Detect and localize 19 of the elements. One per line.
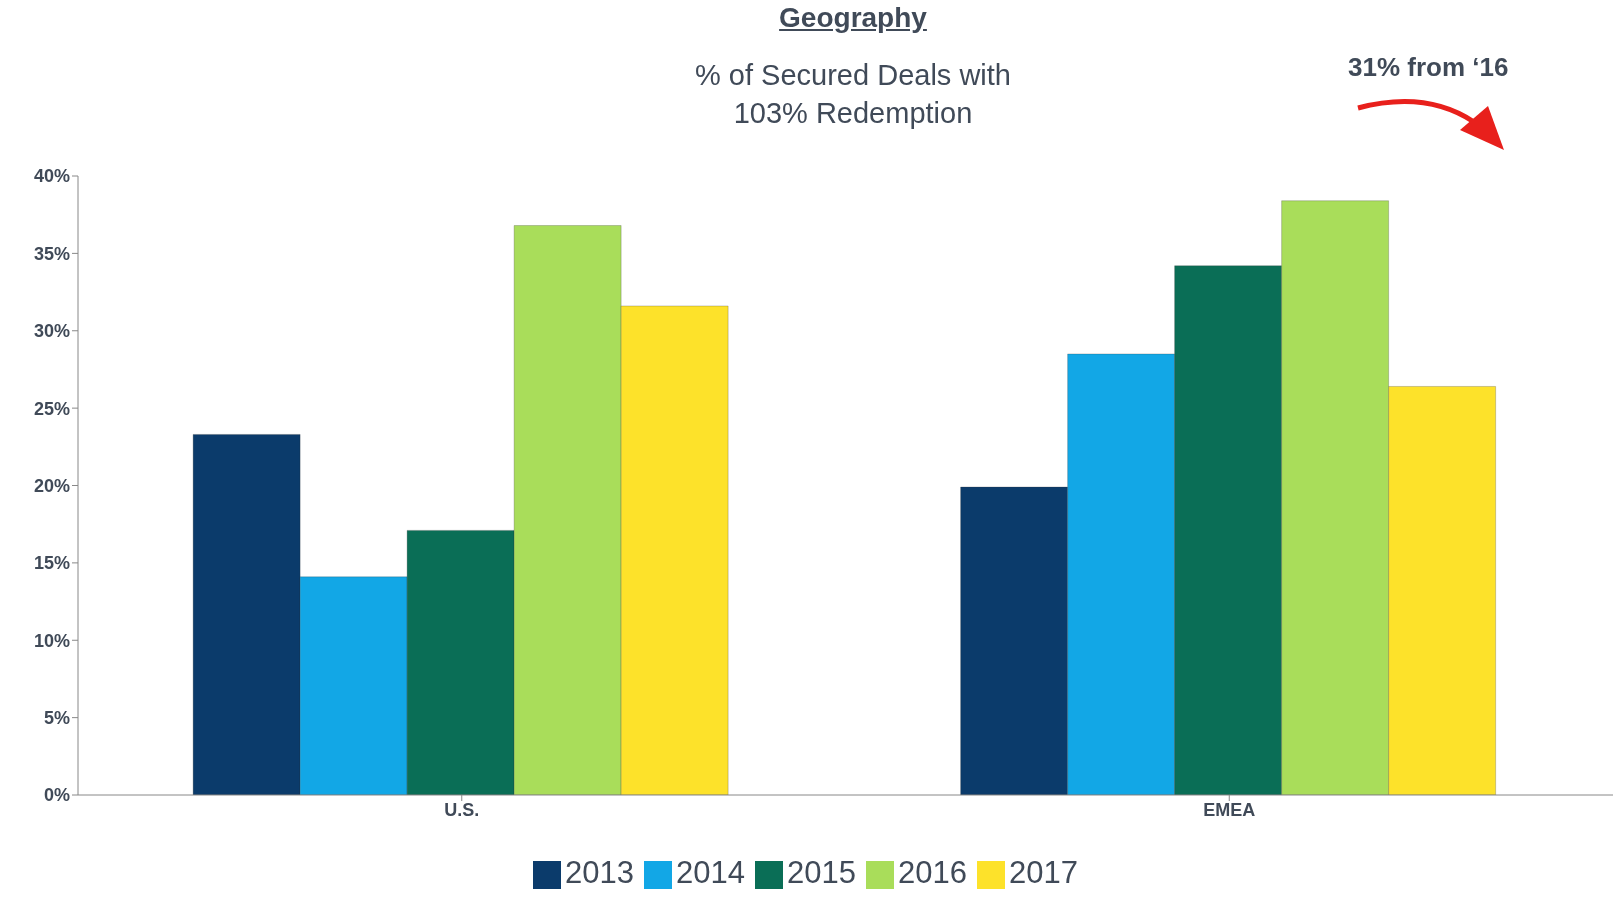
y-tick-label: 20% xyxy=(33,475,70,496)
legend-label: 2013 xyxy=(565,855,635,890)
y-tick-label: 35% xyxy=(33,243,70,264)
y-tick-label: 25% xyxy=(33,398,70,419)
legend-label: 2014 xyxy=(676,855,746,890)
y-tick-label: 10% xyxy=(33,630,70,651)
legend-label: 2017 xyxy=(1008,855,1078,890)
y-tick-label: 0% xyxy=(43,785,70,806)
x-tick-label: EMEA xyxy=(1203,799,1256,820)
y-tick-label: 15% xyxy=(33,553,70,574)
y-tick-label: 40% xyxy=(33,166,70,187)
text: 31% from ‘16 xyxy=(1348,52,1509,83)
legend-label: 2016 xyxy=(897,855,967,890)
chart-title: Geography xyxy=(778,2,928,34)
legend-label: 2015 xyxy=(787,855,856,890)
x-tick-label: U.S. xyxy=(444,799,480,820)
y-tick-label: 30% xyxy=(33,321,70,342)
y-tick-label: 5% xyxy=(43,708,70,729)
chart-subtitle: % of Secured Deals with 103% Redemption xyxy=(695,59,1011,129)
